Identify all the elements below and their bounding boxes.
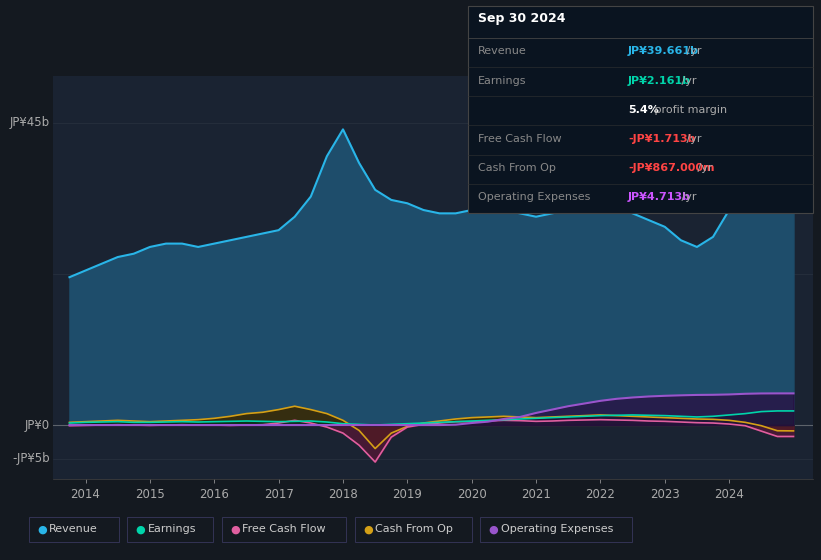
Text: ●: ●: [488, 524, 498, 534]
Text: Earnings: Earnings: [148, 524, 196, 534]
Text: JP¥0: JP¥0: [25, 418, 49, 432]
Text: /yr: /yr: [678, 192, 696, 202]
Text: 5.4%: 5.4%: [628, 105, 659, 115]
Text: /yr: /yr: [694, 163, 713, 173]
Text: Operating Expenses: Operating Expenses: [501, 524, 613, 534]
Text: Operating Expenses: Operating Expenses: [478, 192, 590, 202]
Text: Cash From Op: Cash From Op: [375, 524, 453, 534]
Text: -JP¥5b: -JP¥5b: [12, 452, 49, 465]
Text: Free Cash Flow: Free Cash Flow: [478, 134, 562, 144]
Text: JP¥45b: JP¥45b: [10, 116, 49, 129]
Text: Revenue: Revenue: [49, 524, 98, 534]
Text: JP¥4.713b: JP¥4.713b: [628, 192, 691, 202]
Text: profit margin: profit margin: [651, 105, 727, 115]
Text: ●: ●: [363, 524, 373, 534]
Text: -JP¥867.000m: -JP¥867.000m: [628, 163, 714, 173]
Text: Free Cash Flow: Free Cash Flow: [242, 524, 326, 534]
Text: -JP¥1.713b: -JP¥1.713b: [628, 134, 695, 144]
Text: /yr: /yr: [683, 46, 702, 57]
Text: Sep 30 2024: Sep 30 2024: [478, 12, 566, 25]
Text: ●: ●: [37, 524, 47, 534]
Text: JP¥39.661b: JP¥39.661b: [628, 46, 699, 57]
Text: /yr: /yr: [683, 134, 702, 144]
Text: /yr: /yr: [678, 76, 696, 86]
Text: ●: ●: [135, 524, 145, 534]
Text: JP¥2.161b: JP¥2.161b: [628, 76, 691, 86]
Text: Revenue: Revenue: [478, 46, 526, 57]
Text: Cash From Op: Cash From Op: [478, 163, 556, 173]
Text: Earnings: Earnings: [478, 76, 526, 86]
Text: ●: ●: [230, 524, 240, 534]
